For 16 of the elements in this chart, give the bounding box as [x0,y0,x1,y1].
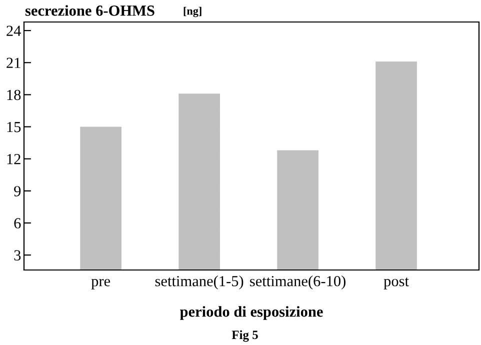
y-tick-label: 21 [6,58,20,68]
chart-title: secrezione 6-OHMS [25,5,154,16]
y-tick-label: 24 [6,26,21,36]
y-tick-label: 3 [14,250,21,260]
y-tick-label: 12 [7,154,20,164]
y-tick-label: 18 [7,90,21,100]
x-tick-label: post [384,278,409,290]
y-axis-title: [ng] [184,6,202,18]
caption: Fig 5 [232,330,258,342]
x-tick-label: settimane(6-10) [250,276,346,290]
y-tick-label: 9 [14,186,21,196]
y-tick-label: 15 [7,122,21,132]
y-tick-label: 6 [14,218,21,228]
x-tick-label: settimane(1-5) [155,276,244,290]
x-axis-title: periodo di esposizione [180,306,323,320]
x-tick-label: pre [91,278,110,290]
